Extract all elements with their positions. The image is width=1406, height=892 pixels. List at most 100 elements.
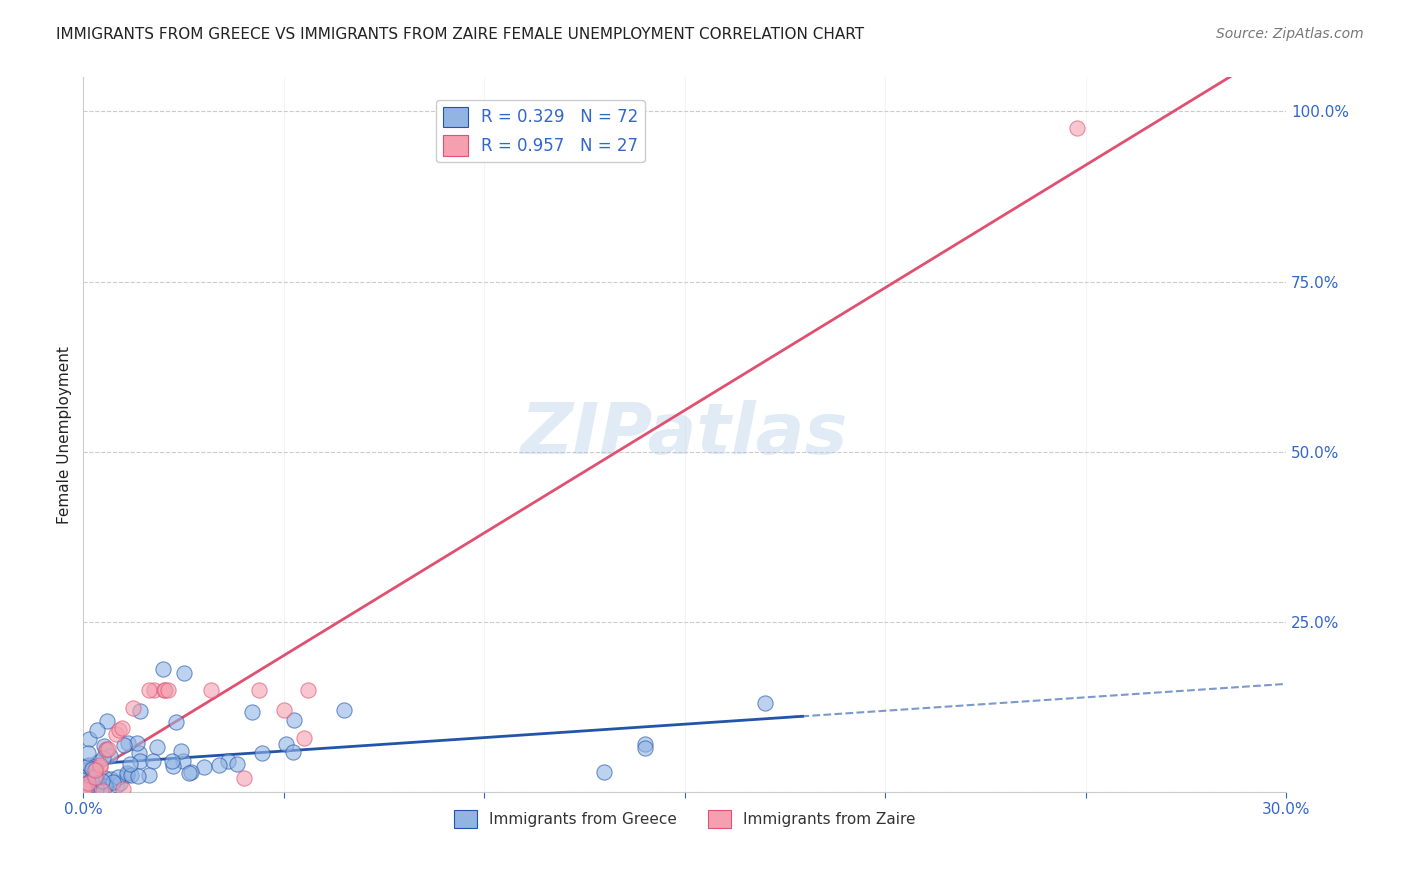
Point	[274, 737, 297, 751]
Point	[96, 741, 118, 756]
Point	[297, 682, 319, 697]
Point	[138, 767, 160, 781]
Point	[79, 757, 101, 772]
Point	[91, 773, 114, 788]
Point	[84, 761, 107, 775]
Point	[633, 740, 655, 755]
Point	[754, 697, 776, 711]
Point	[153, 682, 176, 697]
Point	[94, 742, 117, 756]
Point	[105, 778, 128, 792]
Point	[142, 682, 165, 697]
Point	[77, 731, 100, 746]
Point	[162, 759, 184, 773]
Point	[128, 746, 150, 760]
Point	[127, 769, 149, 783]
Point	[73, 763, 96, 777]
Point	[83, 770, 105, 784]
Point	[193, 759, 215, 773]
Point	[72, 781, 94, 796]
Point	[142, 754, 165, 768]
Point	[162, 754, 184, 768]
Point	[152, 663, 174, 677]
Point	[75, 782, 97, 797]
Point	[107, 770, 129, 784]
Point	[89, 757, 111, 772]
Point	[101, 774, 124, 789]
Point	[111, 721, 134, 735]
Point	[89, 760, 111, 774]
Point	[86, 777, 108, 791]
Point	[127, 736, 149, 750]
Point	[283, 713, 305, 727]
Text: ZIPatlas: ZIPatlas	[522, 401, 848, 469]
Point	[153, 682, 176, 697]
Point	[165, 715, 187, 730]
Point	[232, 772, 254, 786]
Point	[75, 780, 97, 795]
Point	[225, 757, 247, 772]
Point	[96, 714, 118, 728]
Point	[100, 772, 122, 787]
Point	[105, 727, 128, 741]
Point	[273, 703, 295, 717]
Point	[91, 750, 114, 764]
Point	[122, 701, 145, 715]
Point	[292, 731, 315, 745]
Point	[333, 703, 356, 717]
Point	[247, 682, 270, 697]
Legend: Immigrants from Greece, Immigrants from Zaire: Immigrants from Greece, Immigrants from …	[449, 804, 921, 834]
Point	[98, 748, 121, 763]
Point	[117, 766, 139, 780]
Point	[120, 767, 142, 781]
Point	[593, 764, 616, 779]
Point	[172, 755, 194, 769]
Point	[84, 765, 107, 780]
Point	[115, 768, 138, 782]
Point	[76, 772, 98, 786]
Point	[250, 746, 273, 760]
Point	[94, 742, 117, 756]
Point	[76, 759, 98, 773]
Point	[138, 682, 160, 697]
Point	[200, 682, 222, 697]
Point	[283, 745, 305, 759]
Point	[112, 781, 135, 796]
Point	[180, 764, 202, 779]
Point	[86, 782, 108, 797]
Point	[633, 737, 655, 751]
Point	[75, 770, 97, 784]
Point	[208, 757, 231, 772]
Point	[120, 756, 142, 771]
Point	[112, 738, 135, 752]
Point	[80, 772, 103, 787]
Point	[82, 761, 104, 775]
Point	[86, 723, 108, 738]
Point	[77, 776, 100, 790]
Point	[240, 706, 263, 720]
Point	[83, 769, 105, 783]
Point	[90, 781, 112, 796]
Point	[94, 772, 117, 786]
Point	[75, 776, 97, 790]
Point	[217, 754, 239, 768]
Point	[170, 744, 193, 758]
Point	[156, 682, 179, 697]
Point	[108, 776, 131, 790]
Y-axis label: Female Unemployment: Female Unemployment	[58, 346, 72, 524]
Point	[129, 704, 152, 718]
Point	[179, 766, 201, 780]
Point	[146, 739, 169, 754]
Point	[93, 779, 115, 793]
Text: Source: ZipAtlas.com: Source: ZipAtlas.com	[1216, 27, 1364, 41]
Text: IMMIGRANTS FROM GREECE VS IMMIGRANTS FROM ZAIRE FEMALE UNEMPLOYMENT CORRELATION : IMMIGRANTS FROM GREECE VS IMMIGRANTS FRO…	[56, 27, 865, 42]
Point	[93, 739, 115, 753]
Point	[84, 763, 107, 777]
Point	[117, 736, 139, 750]
Point	[108, 723, 131, 737]
Point	[84, 773, 107, 788]
Point	[128, 754, 150, 768]
Point	[82, 762, 104, 776]
Point	[77, 746, 100, 760]
Point	[1066, 121, 1088, 136]
